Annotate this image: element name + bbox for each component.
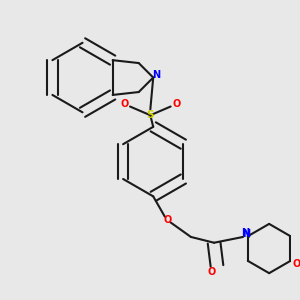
Text: O: O bbox=[207, 267, 215, 277]
Text: S: S bbox=[147, 110, 154, 120]
Text: O: O bbox=[164, 214, 172, 225]
Text: O: O bbox=[120, 99, 128, 109]
Text: N: N bbox=[152, 70, 160, 80]
Text: O: O bbox=[292, 259, 300, 269]
Text: N: N bbox=[241, 228, 249, 238]
Text: O: O bbox=[172, 99, 181, 109]
Text: N: N bbox=[242, 229, 250, 239]
